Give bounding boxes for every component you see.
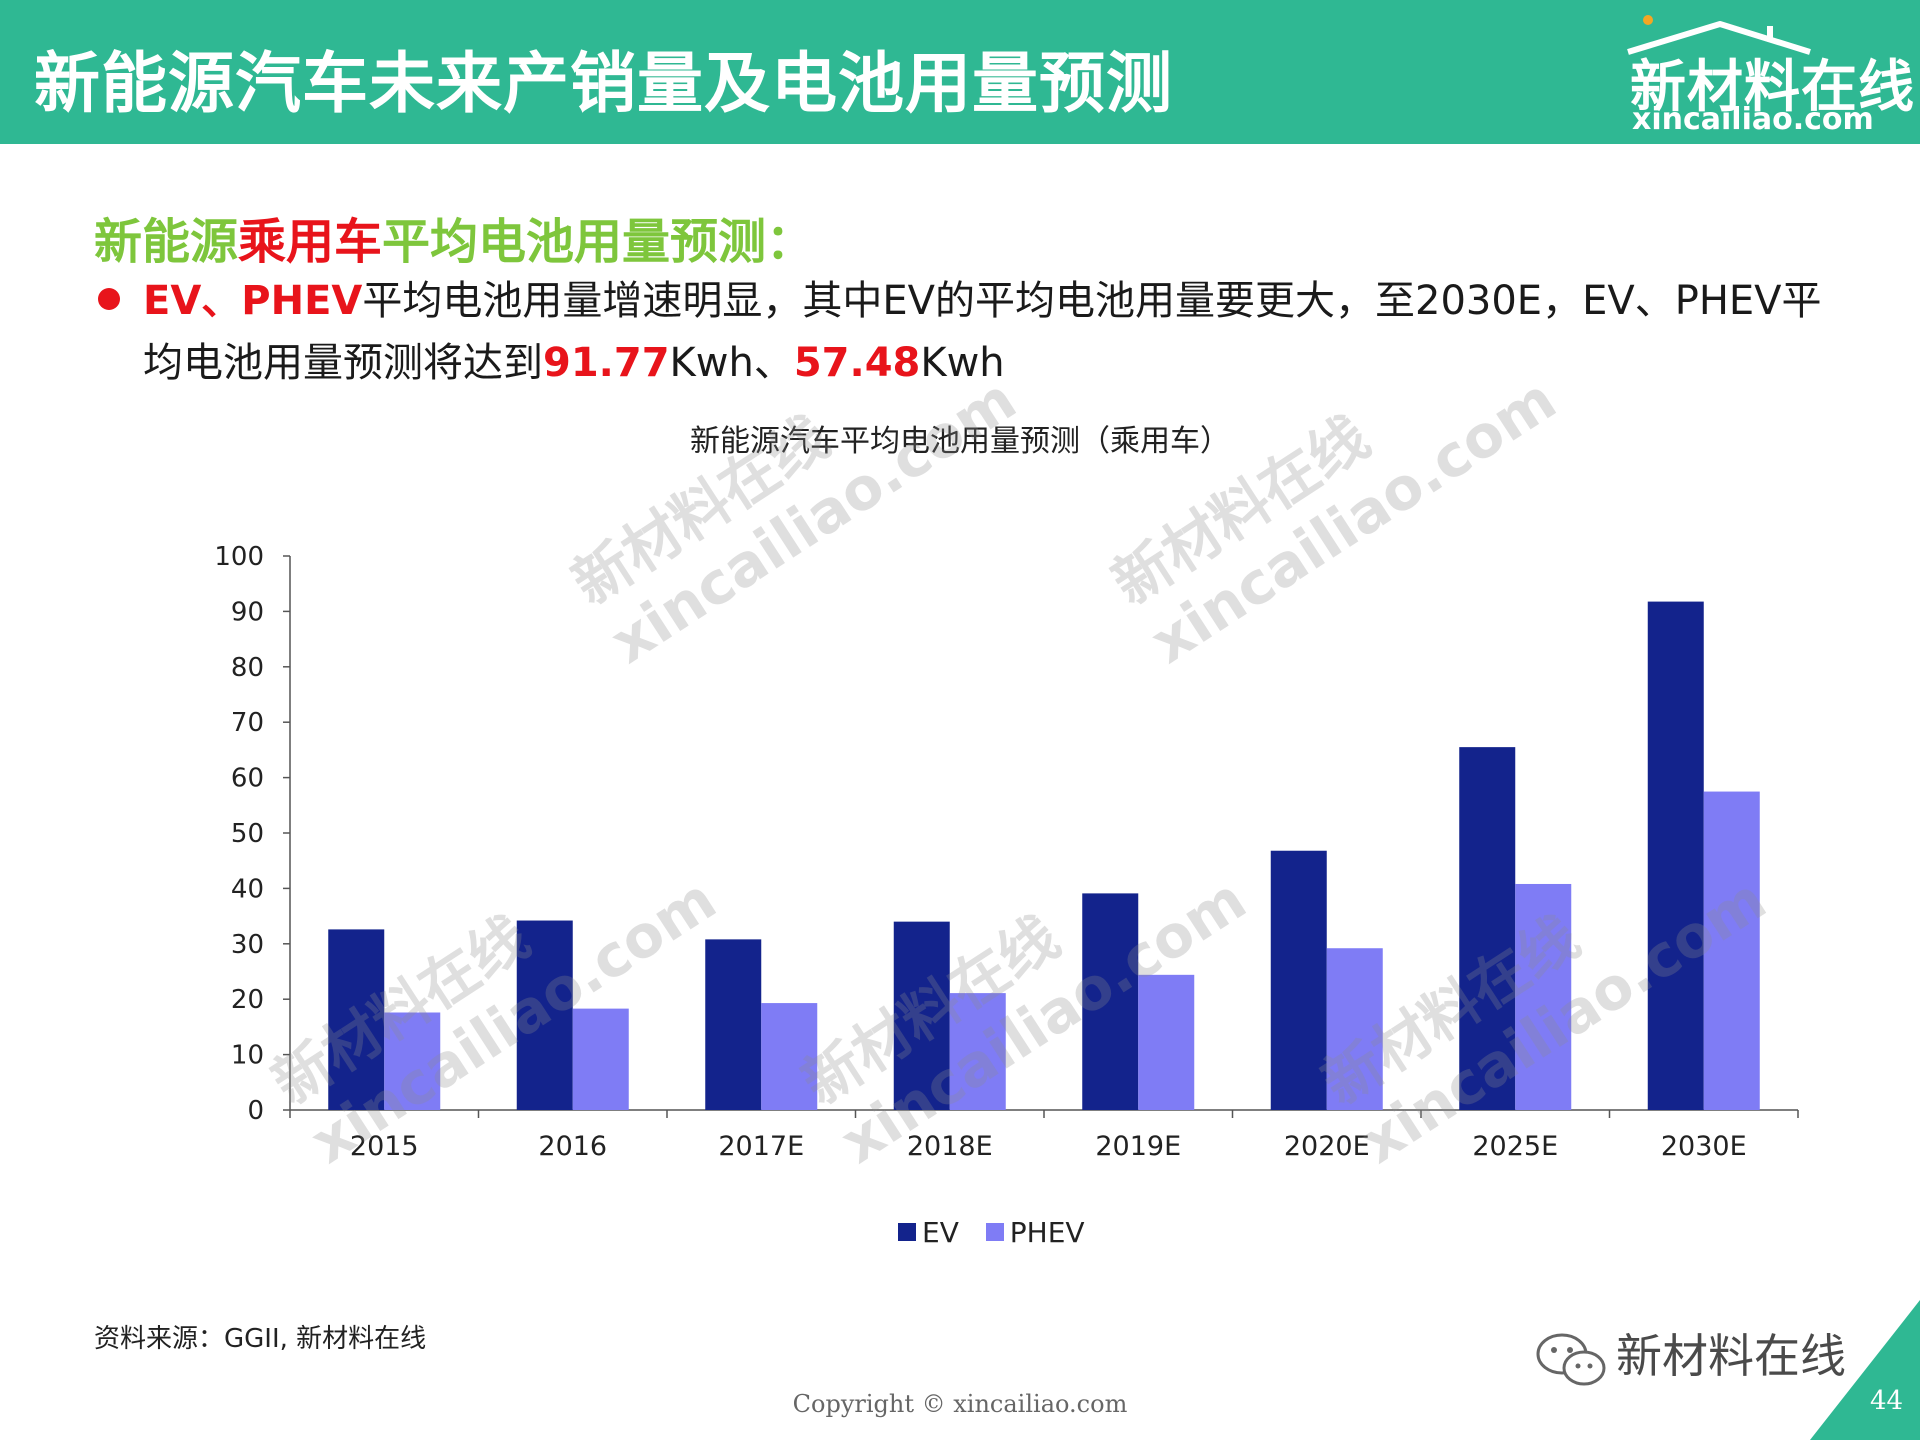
brand-logo: 新材料在线 xincailiao.com: [1620, 12, 1914, 137]
x-tick-label: 2019E: [1095, 1131, 1181, 1162]
legend-swatch-ev: [898, 1223, 916, 1241]
wechat-account-name: 新材料在线: [1616, 1329, 1846, 1383]
section-heading: 新能源乘用车平均电池用量预测：: [94, 202, 814, 272]
legend-swatch-phev: [985, 1223, 1004, 1241]
bar-ev: [705, 939, 762, 1110]
y-tick-label: 0: [247, 1096, 264, 1126]
copyright: Copyright © xincailiao.com: [792, 1390, 1128, 1418]
page-title: 新能源汽车未来产销量及电池用量预测: [34, 45, 1173, 122]
ev-value: 91.77: [543, 340, 670, 386]
x-tick-label: 2015: [350, 1131, 419, 1162]
bar-ev: [893, 921, 950, 1110]
bullet-body-3: Kwh: [920, 340, 1005, 386]
x-tick-label: 2017E: [718, 1131, 804, 1162]
bar-phev: [572, 1008, 629, 1110]
legend-label-ev: EV: [922, 1216, 959, 1249]
bar-ev: [1270, 850, 1327, 1110]
y-tick-label: 40: [231, 874, 264, 904]
bar-phev: [1515, 883, 1572, 1110]
bar-phev: [384, 1012, 441, 1110]
bar-ev: [516, 920, 573, 1110]
y-tick-label: 90: [231, 597, 264, 627]
bar-ev: [1459, 747, 1516, 1110]
y-tick-label: 10: [231, 1041, 264, 1071]
logo-url: xincailiao.com: [1632, 102, 1874, 137]
bar-phev: [1326, 948, 1383, 1110]
y-tick-label: 80: [231, 653, 264, 683]
y-tick-label: 50: [231, 819, 264, 849]
bar-ev: [328, 929, 385, 1110]
x-tick-label: 2018E: [907, 1131, 993, 1162]
legend-label-phev: PHEV: [1009, 1216, 1085, 1249]
heading-part-1: 新能源: [94, 214, 239, 270]
heading-part-3: 平均电池用量预测：: [382, 214, 815, 270]
legend-item-phev: PHEV: [985, 1216, 1085, 1249]
chart-legend: EV PHEV: [898, 1216, 1103, 1249]
bar-phev: [1138, 974, 1195, 1110]
house-roof-icon: [1627, 15, 1811, 55]
y-tick-label: 60: [231, 764, 264, 794]
y-tick-label: 20: [231, 985, 264, 1015]
bar-ev: [1647, 601, 1704, 1110]
bar-phev: [761, 1003, 818, 1110]
header-bar: 新能源汽车未来产销量及电池用量预测 新材料在线 xincailiao.com: [0, 0, 1920, 144]
x-tick-label: 2025E: [1472, 1131, 1558, 1162]
source-note: 资料来源：GGII, 新材料在线: [94, 1324, 427, 1354]
bar-phev: [949, 993, 1006, 1110]
bullet-body-2: Kwh、: [669, 340, 794, 386]
legend-item-ev: EV: [898, 1216, 959, 1249]
page-number: 44: [1870, 1386, 1904, 1416]
x-tick-label: 2016: [538, 1131, 607, 1162]
y-tick-label: 70: [231, 708, 264, 738]
bullet-lead: EV、PHEV: [143, 278, 363, 324]
x-tick-label: 2020E: [1284, 1131, 1370, 1162]
y-tick-label: 100: [214, 542, 264, 572]
bullet-body-1: 平均电池用量增速明显，其中EV的平均电池用量要更大，至2030E，EV、PHEV…: [143, 278, 1822, 386]
wechat-icon: [1536, 1333, 1606, 1386]
logo-text: 新材料在线: [1630, 55, 1915, 120]
phev-value: 57.48: [793, 340, 921, 386]
corner-decoration: [1810, 1300, 1920, 1440]
y-tick-label: 30: [231, 930, 264, 960]
bullet-icon: [98, 288, 120, 310]
bullet-text: EV、PHEV平均电池用量增速明显，其中EV的平均电池用量要更大，至2030E，…: [143, 270, 1843, 394]
x-tick-label: 2030E: [1661, 1131, 1747, 1162]
bar-ev: [1082, 893, 1139, 1110]
chart-title: 新能源汽车平均电池用量预测（乘用车）: [690, 424, 1230, 459]
bar-phev: [1703, 791, 1760, 1110]
heading-part-2: 乘用车: [238, 214, 383, 270]
